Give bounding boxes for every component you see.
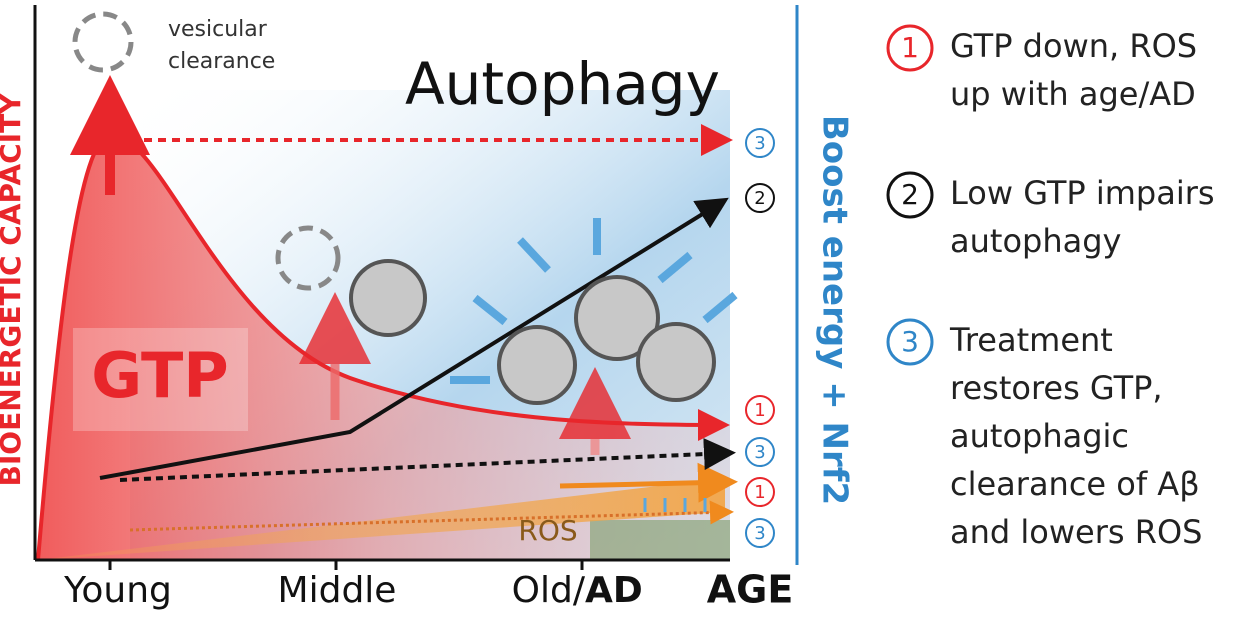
marker-circle bbox=[745, 477, 775, 507]
ros-treated-arrow bbox=[129, 500, 734, 532]
vesicles bbox=[349, 259, 716, 405]
marker-number: 1 bbox=[754, 400, 765, 421]
marker-number: 3 bbox=[754, 442, 765, 463]
gtp-curve bbox=[36, 132, 730, 561]
marker-number: 3 bbox=[754, 523, 765, 544]
legend-text: Low GTP impairs bbox=[950, 174, 1215, 212]
legend-text: autophagy bbox=[950, 222, 1121, 260]
autophagy-label: Autophagy bbox=[405, 50, 720, 118]
marker-circle bbox=[745, 183, 775, 213]
vesicular-label: vesicular bbox=[168, 17, 268, 42]
legend-text: GTP down, ROS bbox=[950, 27, 1197, 65]
legend-text: restores GTP, bbox=[950, 369, 1163, 407]
small-arrows bbox=[643, 498, 707, 512]
marker-number: 3 bbox=[754, 133, 765, 154]
marker-circle bbox=[745, 128, 775, 158]
legend-text: autophagic bbox=[950, 417, 1129, 455]
legend-text: up with age/AD bbox=[950, 75, 1196, 113]
markers: 3 2 1 3 1 3 bbox=[745, 128, 775, 548]
x-label: Middle bbox=[278, 570, 397, 611]
legend: 1 GTP down, ROS up with age/AD 2 Low GTP imp… bbox=[886, 24, 1215, 551]
x-label: Old/ bbox=[512, 570, 586, 611]
legend-number: 1 bbox=[901, 31, 919, 64]
gtp-area bbox=[38, 134, 730, 560]
legend-text: and lowers ROS bbox=[950, 513, 1202, 551]
marker-circle bbox=[745, 437, 775, 467]
marker-number: 1 bbox=[754, 482, 765, 503]
legend-text: clearance of Aβ bbox=[950, 465, 1200, 503]
legend-circle bbox=[886, 318, 934, 366]
ros-arrow bbox=[559, 462, 738, 503]
legend-text: Treatment bbox=[949, 321, 1113, 359]
treated-autophagy-line bbox=[119, 438, 736, 482]
ros-band bbox=[38, 478, 725, 560]
legend-number: 3 bbox=[901, 325, 919, 358]
ros-label: ROS bbox=[518, 514, 577, 547]
x-axis-title: AGE bbox=[707, 568, 794, 612]
x-label: Young bbox=[63, 570, 172, 611]
legend-number: 2 bbox=[901, 178, 919, 211]
vesicular-label: clearance bbox=[168, 49, 275, 74]
autophagy-impair-line bbox=[99, 197, 729, 480]
gtp-label: GTP bbox=[91, 339, 229, 412]
treatment-label: Boost energy + Nrf2 bbox=[815, 115, 855, 505]
cleared-vesicle bbox=[275, 225, 341, 291]
marker-circle bbox=[745, 395, 775, 425]
cleared-vesicle bbox=[72, 11, 134, 73]
x-label: AD bbox=[585, 570, 643, 611]
legend-circle bbox=[886, 171, 934, 219]
y-axis-title: BIOENERGETIC CAPACITY bbox=[0, 93, 27, 487]
legend-circle bbox=[886, 24, 934, 72]
pressure-arrows bbox=[450, 218, 738, 384]
gtp-box bbox=[73, 328, 248, 431]
ros-zone bbox=[590, 520, 730, 560]
marker-circle bbox=[745, 518, 775, 548]
marker-number: 2 bbox=[754, 188, 765, 209]
